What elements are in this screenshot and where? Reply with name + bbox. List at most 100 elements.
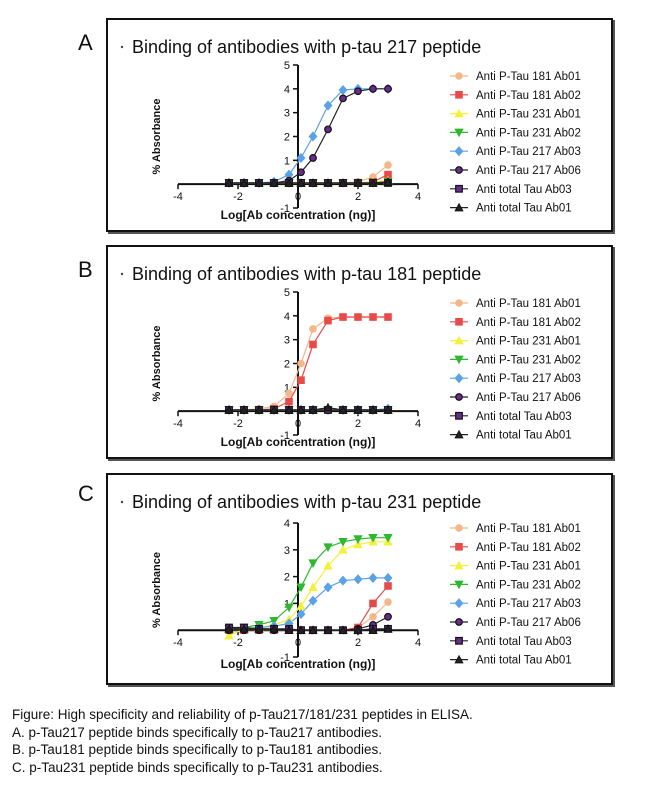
data-point xyxy=(323,625,333,634)
caption-line: Figure: High specificity and reliability… xyxy=(12,707,473,722)
data-point xyxy=(384,84,392,93)
data-point xyxy=(297,376,305,384)
x-tick-label: 0 xyxy=(295,637,301,649)
legend-label: Anti P-Tau 181 Ab01 xyxy=(476,523,581,535)
legend-marker xyxy=(455,72,463,80)
legend-marker xyxy=(455,393,463,401)
data-point xyxy=(338,544,348,554)
figure-caption: Figure: High specificity and reliability… xyxy=(12,706,473,776)
data-point xyxy=(368,625,378,634)
data-point xyxy=(323,178,333,187)
y-axis-label: % Absorbance xyxy=(151,552,163,628)
legend-marker xyxy=(454,429,464,439)
data-point xyxy=(369,84,377,93)
legend-marker xyxy=(455,636,463,645)
data-point xyxy=(308,131,318,142)
chart-panel-b: Binding of antibodies with p-tau 181 pep… xyxy=(106,245,613,459)
data-point xyxy=(296,583,306,593)
y-tick-label: 2 xyxy=(284,359,290,371)
data-point xyxy=(269,624,279,633)
legend-label: Anti P-Tau 181 Ab02 xyxy=(476,317,581,329)
data-point xyxy=(353,535,363,544)
data-point xyxy=(383,176,393,186)
data-point xyxy=(323,402,333,412)
legend-label: Anti total Tau Ab03 xyxy=(476,184,572,196)
title-bullet xyxy=(120,272,124,276)
data-point xyxy=(338,84,348,96)
data-point xyxy=(308,582,318,592)
series-line xyxy=(229,174,389,184)
data-point xyxy=(353,539,363,549)
data-point xyxy=(309,325,317,333)
legend-marker xyxy=(454,580,464,590)
legend-label: Anti P-Tau 181 Ab01 xyxy=(476,298,581,310)
data-point xyxy=(324,316,332,325)
y-tick-label: 2 xyxy=(284,572,290,584)
y-axis-label: % Absorbance xyxy=(151,98,163,174)
series-line xyxy=(229,316,388,411)
legend-label: Anti P-Tau 217 Ab03 xyxy=(476,146,581,158)
data-point xyxy=(384,612,392,621)
y-tick-label: -1 xyxy=(280,430,290,442)
x-tick-label: -2 xyxy=(233,418,243,430)
data-point xyxy=(338,625,348,634)
data-point xyxy=(284,603,294,613)
data-point xyxy=(308,625,318,634)
legend-label: Anti P-Tau 217 Ab03 xyxy=(476,373,581,385)
data-point xyxy=(224,405,234,414)
series-line xyxy=(228,541,388,637)
data-point xyxy=(383,572,393,583)
data-point xyxy=(284,625,294,634)
panel-letter-c: C xyxy=(78,481,94,506)
data-point xyxy=(308,405,318,414)
x-tick-label: -2 xyxy=(233,191,243,203)
data-point xyxy=(338,537,348,547)
legend-label: Anti P-Tau 231 Ab02 xyxy=(476,127,581,139)
title-bullet xyxy=(120,500,124,504)
data-point xyxy=(296,405,306,414)
series-line xyxy=(229,164,389,184)
panel-letter-a: A xyxy=(78,30,93,55)
y-tick-label: 3 xyxy=(284,108,290,120)
data-point xyxy=(369,613,377,621)
legend-label: Anti P-Tau 217 Ab06 xyxy=(476,617,581,629)
y-tick-label: 4 xyxy=(284,311,290,323)
x-tick-label: -4 xyxy=(173,418,183,430)
data-point xyxy=(383,405,393,414)
data-point xyxy=(384,598,392,606)
data-point xyxy=(324,125,332,134)
data-point xyxy=(353,574,363,585)
data-point xyxy=(354,87,362,96)
data-point xyxy=(285,397,293,406)
data-point xyxy=(323,582,333,593)
y-tick-label: 4 xyxy=(284,84,290,96)
chart-panel-c: Binding of antibodies with p-tau 231 pep… xyxy=(106,473,613,685)
legend-marker xyxy=(454,128,464,138)
data-point xyxy=(285,389,293,398)
x-tick-label: 4 xyxy=(415,418,421,430)
data-point xyxy=(368,405,378,414)
y-tick-label: 3 xyxy=(284,545,290,557)
legend-marker xyxy=(454,335,464,345)
legend-marker xyxy=(455,618,463,626)
chart-panel-a: Binding of antibodies with p-tau 217 pep… xyxy=(106,18,613,232)
legend-label: Anti P-Tau 231 Ab01 xyxy=(476,561,581,573)
x-axis-label: Log[Ab concentration (ng)] xyxy=(221,657,376,671)
x-tick-label: 0 xyxy=(295,191,301,203)
x-tick-label: 4 xyxy=(415,637,421,649)
chart-c: Binding of antibodies with p-tau 231 pep… xyxy=(120,492,581,671)
legend-label: Anti total Tau Ab01 xyxy=(476,203,572,215)
legend-label: Anti P-Tau 231 Ab02 xyxy=(476,354,581,366)
data-point xyxy=(269,178,279,187)
data-point xyxy=(296,625,306,634)
data-point xyxy=(353,625,363,634)
y-tick-label: 5 xyxy=(284,287,290,299)
legend-label: Anti P-Tau 217 Ab06 xyxy=(476,392,581,404)
data-point xyxy=(368,572,378,583)
series-line xyxy=(229,88,388,184)
series-line xyxy=(229,316,388,411)
legend-marker xyxy=(455,524,463,532)
series-line xyxy=(228,537,388,630)
data-point xyxy=(254,624,264,633)
data-point xyxy=(239,624,249,633)
